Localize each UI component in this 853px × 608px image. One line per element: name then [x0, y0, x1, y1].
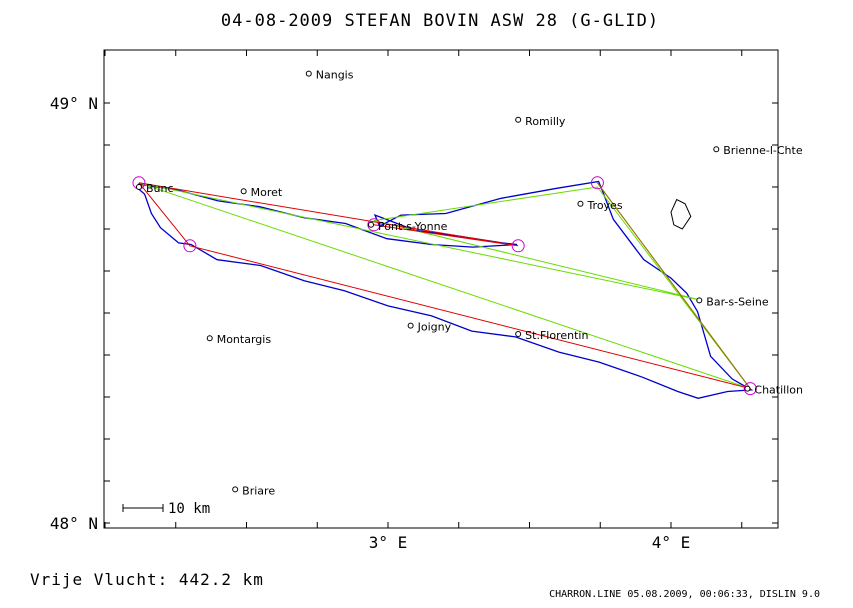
town-label: Bunc — [146, 182, 174, 195]
town-label: Bar-s-Seine — [706, 295, 769, 308]
axis-ticks — [104, 50, 778, 528]
longitude-labels: 3° E 4° E — [369, 533, 691, 552]
town-marker — [407, 322, 414, 329]
town-marker — [206, 335, 213, 342]
red-route-line-b — [138, 182, 519, 247]
town-label: Moret — [251, 186, 283, 199]
scale-bar-label: 10 km — [168, 501, 210, 517]
turnpoint-circle — [743, 382, 757, 396]
town-marker — [368, 221, 375, 228]
latitude-labels: 49° N 48° N — [50, 94, 98, 533]
town-label: Romilly — [525, 115, 566, 128]
town-label: Brienne-l-Chte — [723, 144, 803, 157]
lat-label: 49° N — [50, 94, 98, 113]
distance-label: Vrije Vlucht: 442.2 km — [30, 570, 264, 589]
lat-label: 48° N — [50, 514, 98, 533]
task-routes — [138, 182, 752, 390]
town-label: St.Florentin — [525, 329, 588, 342]
town-markers: Nangis Romilly Brienne-l-Chte Bunc Moret Troy… — [135, 69, 803, 497]
town-label: Pont-s-Yonne — [378, 220, 448, 233]
green-route-line — [138, 182, 752, 390]
town-label: Chatillon — [754, 384, 803, 397]
town-marker — [240, 188, 247, 195]
lake-outline — [670, 198, 692, 230]
credits-label: CHARRON.LINE 05.08.2009, 00:06:33, DISLI… — [549, 589, 820, 600]
flight-track-line — [137, 180, 754, 399]
town-label: Montargis — [217, 333, 272, 346]
lon-label: 4° E — [652, 533, 691, 552]
town-label: Briare — [242, 484, 275, 497]
town-marker — [515, 331, 522, 337]
town-marker — [713, 146, 720, 153]
lon-label: 3° E — [369, 533, 408, 552]
town-marker — [305, 70, 312, 77]
flight-track — [137, 180, 754, 399]
map-frame — [103, 49, 779, 529]
lake-shape — [670, 198, 692, 230]
turnpoint-circle — [511, 239, 525, 253]
town-marker — [696, 297, 703, 304]
chart-title: 04-08-2009 STEFAN BOVIN ASW 28 (G-GLID) — [221, 11, 659, 31]
town-marker — [232, 486, 239, 493]
town-marker — [515, 116, 522, 123]
olive-route-line — [597, 182, 751, 389]
town-label: Troyes — [586, 199, 622, 212]
turnpoint-circle — [590, 176, 604, 190]
town-marker — [744, 385, 751, 392]
town-marker — [135, 184, 142, 190]
turnpoint-circle — [183, 239, 197, 253]
turnpoint-circle — [367, 218, 381, 232]
town-label: Joigny — [417, 321, 452, 334]
town-marker — [577, 200, 584, 207]
town-label: Nangis — [316, 69, 354, 82]
scale-bar: 10 km — [122, 501, 210, 517]
